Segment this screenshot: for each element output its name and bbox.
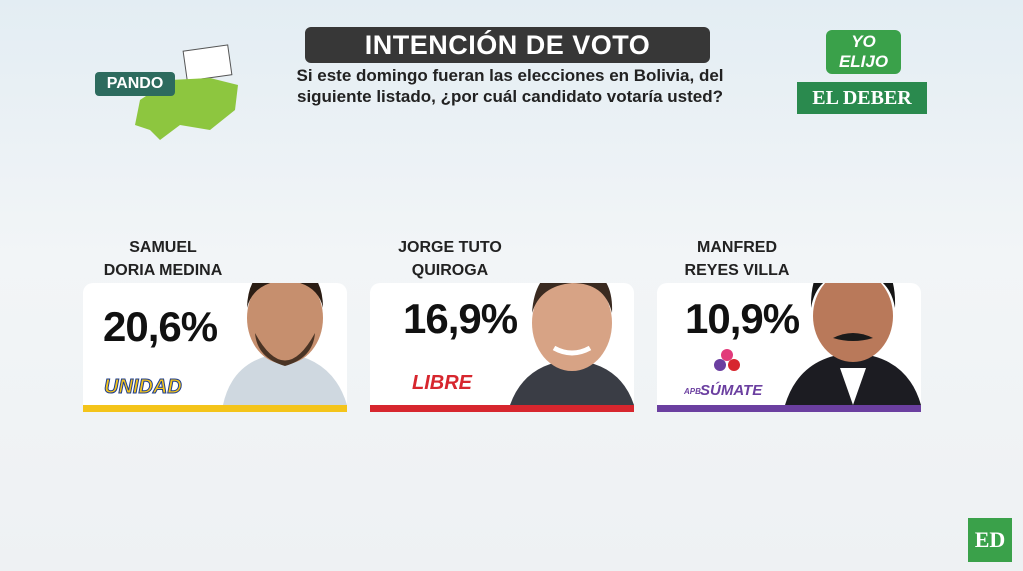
party-logo: SÚMATE (700, 382, 763, 399)
name-line: REYES VILLA (684, 262, 790, 279)
question-line: Si este domingo fueran las elecciones en… (296, 66, 724, 85)
name-line: QUIROGA (411, 262, 489, 279)
name-line: SAMUEL (129, 239, 197, 256)
candidate-card (657, 283, 921, 405)
name-line: JORGE TUTO (398, 239, 502, 256)
question-line: siguiente listado, ¿por cuál candidato v… (296, 87, 723, 106)
el-deber-logo: EL DEBER (797, 82, 927, 114)
candidate-card (370, 283, 634, 405)
party-logo: UNIDAD (104, 376, 183, 399)
percentage: 16,9% (403, 295, 518, 342)
candidate-card (83, 283, 347, 405)
candidate-photo (223, 283, 347, 405)
region-map (95, 44, 238, 140)
percentage: 10,9% (685, 295, 800, 342)
yo-elijo-logo: YO ELIJO (826, 30, 901, 74)
candidate-name: MANFRED REYES VILLA (662, 236, 812, 282)
title: INTENCIÓN DE VOTO (305, 27, 710, 63)
candidate-photo (510, 283, 634, 405)
candidate-name: JORGE TUTO QUIROGA (375, 236, 525, 282)
party-symbol (714, 349, 740, 371)
candidate-name: SAMUEL DORIA MEDINA (88, 236, 238, 282)
name-line: MANFRED (697, 239, 777, 256)
corner-badge: ED (968, 518, 1012, 562)
region-label: PANDO (106, 75, 164, 92)
candidate-photo (785, 283, 921, 405)
name-line: DORIA MEDINA (103, 262, 223, 279)
party-color-bar (370, 405, 634, 412)
party-prefix: APB (684, 387, 701, 396)
party-color-bar (657, 405, 921, 412)
party-color-bar (83, 405, 347, 412)
party-logo: LIBRE (412, 372, 472, 394)
percentage: 20,6% (103, 303, 218, 350)
